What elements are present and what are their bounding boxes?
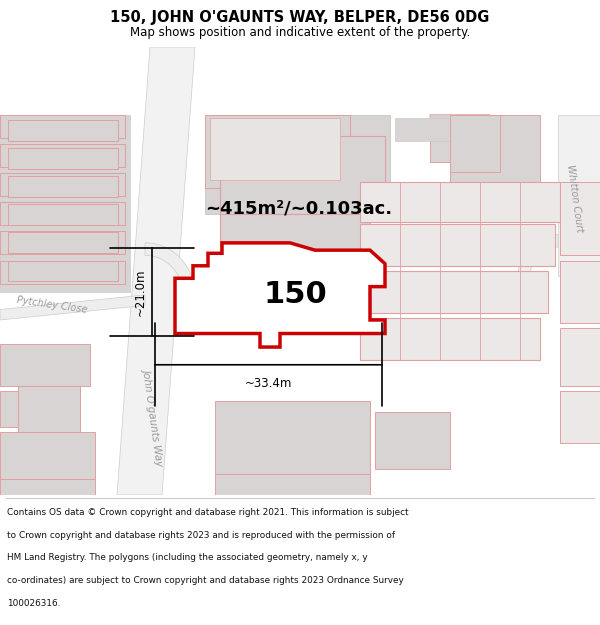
Polygon shape	[0, 295, 145, 320]
Text: Map shows position and indicative extent of the property.: Map shows position and indicative extent…	[130, 26, 470, 39]
Polygon shape	[558, 115, 600, 276]
Polygon shape	[560, 391, 600, 443]
Polygon shape	[0, 202, 125, 225]
Text: ~415m²/~0.103ac.: ~415m²/~0.103ac.	[205, 199, 392, 217]
Polygon shape	[0, 432, 95, 479]
Polygon shape	[560, 261, 600, 323]
Polygon shape	[518, 234, 558, 276]
Polygon shape	[375, 412, 450, 469]
Text: HM Land Registry. The polygons (including the associated geometry, namely x, y: HM Land Registry. The polygons (includin…	[7, 554, 368, 562]
Polygon shape	[430, 115, 490, 141]
Polygon shape	[8, 261, 118, 281]
Polygon shape	[205, 115, 350, 188]
Text: ~21.0m: ~21.0m	[134, 268, 147, 316]
Polygon shape	[8, 120, 118, 141]
Text: 150, JOHN O'GAUNTS WAY, BELPER, DE56 0DG: 150, JOHN O'GAUNTS WAY, BELPER, DE56 0DG	[110, 11, 490, 26]
Polygon shape	[210, 118, 340, 181]
Polygon shape	[0, 173, 125, 196]
Polygon shape	[18, 386, 80, 432]
Polygon shape	[450, 115, 540, 182]
Polygon shape	[117, 47, 195, 495]
Polygon shape	[0, 115, 125, 138]
Polygon shape	[145, 243, 195, 295]
Polygon shape	[8, 176, 118, 197]
Polygon shape	[360, 318, 540, 359]
Polygon shape	[0, 391, 80, 428]
Polygon shape	[360, 182, 560, 222]
Polygon shape	[8, 232, 118, 253]
Text: Pytchley Close: Pytchley Close	[16, 296, 88, 315]
Text: to Crown copyright and database rights 2023 and is reproduced with the permissio: to Crown copyright and database rights 2…	[7, 531, 395, 540]
Polygon shape	[0, 144, 125, 167]
Polygon shape	[0, 344, 90, 386]
Polygon shape	[360, 224, 555, 266]
Polygon shape	[0, 261, 125, 284]
Text: co-ordinates) are subject to Crown copyright and database rights 2023 Ordnance S: co-ordinates) are subject to Crown copyr…	[7, 576, 404, 585]
Polygon shape	[0, 115, 130, 292]
Polygon shape	[560, 182, 600, 256]
Text: Contains OS data © Crown copyright and database right 2021. This information is : Contains OS data © Crown copyright and d…	[7, 508, 409, 517]
Polygon shape	[8, 148, 118, 169]
Polygon shape	[560, 328, 600, 386]
Text: 150: 150	[263, 281, 327, 309]
Polygon shape	[395, 118, 470, 141]
Polygon shape	[175, 243, 385, 347]
Polygon shape	[220, 136, 385, 214]
Polygon shape	[0, 231, 125, 254]
Polygon shape	[215, 474, 370, 495]
Polygon shape	[0, 234, 105, 287]
Polygon shape	[220, 214, 370, 271]
Polygon shape	[360, 271, 548, 312]
Text: Whitton Court: Whitton Court	[565, 164, 585, 232]
Text: ~33.4m: ~33.4m	[245, 378, 292, 390]
Polygon shape	[8, 204, 118, 225]
Text: 100026316.: 100026316.	[7, 599, 61, 608]
Polygon shape	[205, 115, 390, 214]
Polygon shape	[215, 401, 370, 474]
Text: John O'gaunts Way: John O'gaunts Way	[141, 368, 165, 466]
Polygon shape	[450, 115, 500, 172]
Polygon shape	[430, 115, 495, 162]
Polygon shape	[0, 479, 95, 495]
